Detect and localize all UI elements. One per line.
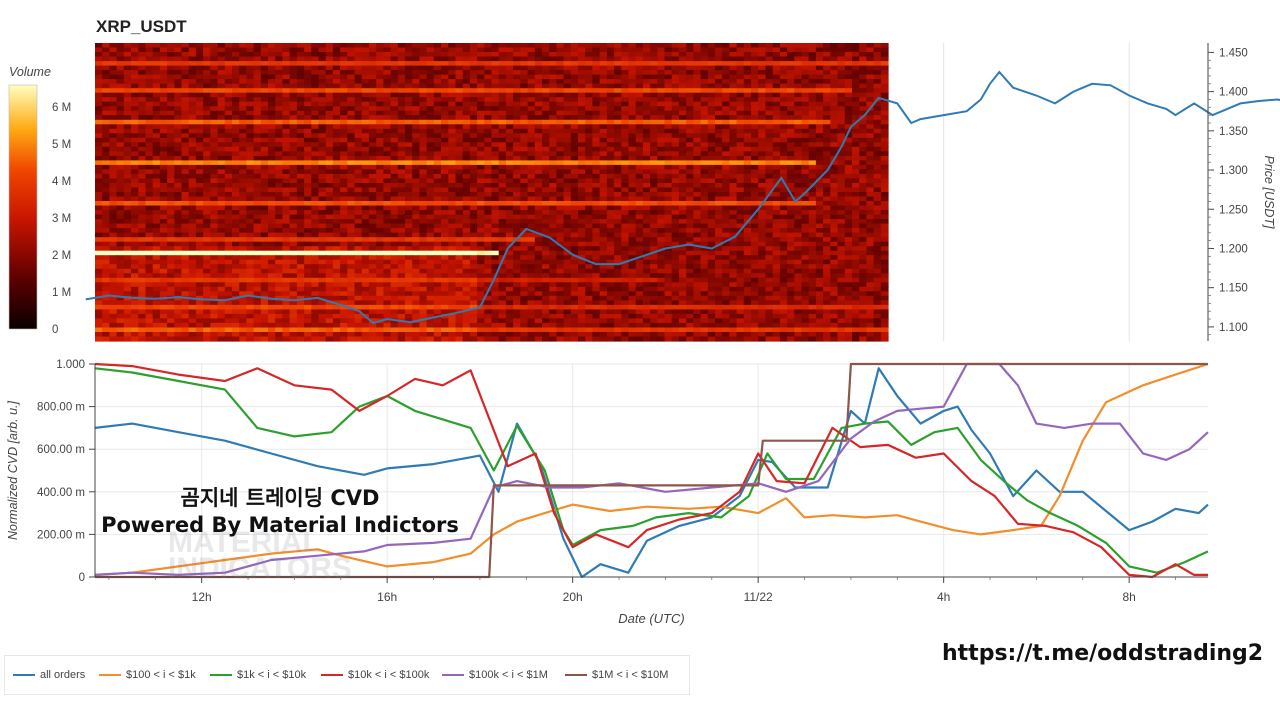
cvd-x-tick-label: 20h [563, 590, 583, 604]
legend-item[interactable]: $1k < i < $10k [210, 669, 306, 681]
legend-label: $10k < i < $100k [348, 669, 429, 681]
cvd-x-tick-label: 4h [937, 590, 950, 604]
legend-item[interactable]: $1M < i < $10M [565, 669, 668, 681]
colorbar-tick-label: 5 M [52, 139, 71, 151]
price-tick-label: 1.250 [1219, 204, 1248, 216]
price-tick-label: 1.350 [1219, 126, 1248, 138]
legend-swatch [442, 674, 464, 676]
legend-swatch [210, 674, 232, 676]
overlay-powered-by: Powered By Material Indictors [100, 513, 460, 537]
colorbar-tick-label: 3 M [52, 213, 71, 225]
colorbar-title: Volume [9, 65, 51, 79]
cvd-legend: all orders $100 < i < $1k $1k < i < $10k $1… [4, 655, 690, 695]
colorbar-tick-label: 0 [52, 324, 58, 336]
price-tick-label: 1.150 [1219, 283, 1248, 295]
legend-swatch [321, 674, 343, 676]
cvd-x-tick-label: 16h [377, 590, 397, 604]
cvd-x-tick-label: 11/22 [744, 590, 773, 604]
colorbar-tick-label: 2 M [52, 250, 71, 262]
legend-item[interactable]: $10k < i < $100k [321, 669, 429, 681]
legend-label: all orders [40, 669, 85, 681]
cvd-x-axis-title: Date (UTC) [618, 611, 684, 626]
colorbar-tick-label: 6 M [52, 102, 71, 114]
price-tick-label: 1.200 [1219, 243, 1248, 255]
price-tick-label: 1.400 [1219, 87, 1248, 99]
legend-swatch [99, 674, 121, 676]
chart-title: XRP_USDT [96, 17, 187, 37]
legend-item[interactable]: $100 < i < $1k [99, 669, 196, 681]
cvd-x-tick-label: 12h [192, 590, 212, 604]
watermark-word: INDICATORS [168, 556, 352, 582]
price-axis-title: Price [USDT] [1262, 156, 1276, 229]
legend-label: $100k < i < $1M [469, 669, 548, 681]
legend-swatch [13, 674, 35, 676]
legend-item[interactable]: all orders [13, 669, 85, 681]
cvd-y-tick-label: 1.000 [56, 359, 85, 371]
cvd-y-tick-label: 600.00 m [37, 444, 85, 456]
cvd-y-tick-label: 400.00 m [37, 487, 85, 499]
cvd-x-tick-label: 8h [1122, 590, 1135, 604]
legend-label: $1k < i < $10k [237, 669, 306, 681]
cvd-y-axis-title: Normalized CVD [arb. u.] [6, 401, 20, 540]
legend-item[interactable]: $100k < i < $1M [442, 669, 548, 681]
legend-swatch [565, 674, 587, 676]
price-tick-label: 1.100 [1219, 322, 1248, 334]
cvd-y-tick-label: 0 [79, 572, 85, 584]
colorbar [9, 85, 37, 329]
colorbar-tick-label: 1 M [52, 287, 71, 299]
cvd-y-tick-label: 200.00 m [37, 529, 85, 541]
price-tick-label: 1.450 [1219, 47, 1248, 59]
telegram-url[interactable]: https://t.me/oddstrading2 [942, 641, 1263, 666]
colorbar-tick-label: 4 M [52, 176, 71, 188]
legend-label: $100 < i < $1k [126, 669, 196, 681]
overlay-title-korean: 곰지네 트레이딩 CVD [100, 482, 460, 512]
legend-label: $1M < i < $10M [592, 669, 668, 681]
cvd-y-tick-label: 800.00 m [37, 402, 85, 414]
price-tick-label: 1.300 [1219, 165, 1248, 177]
